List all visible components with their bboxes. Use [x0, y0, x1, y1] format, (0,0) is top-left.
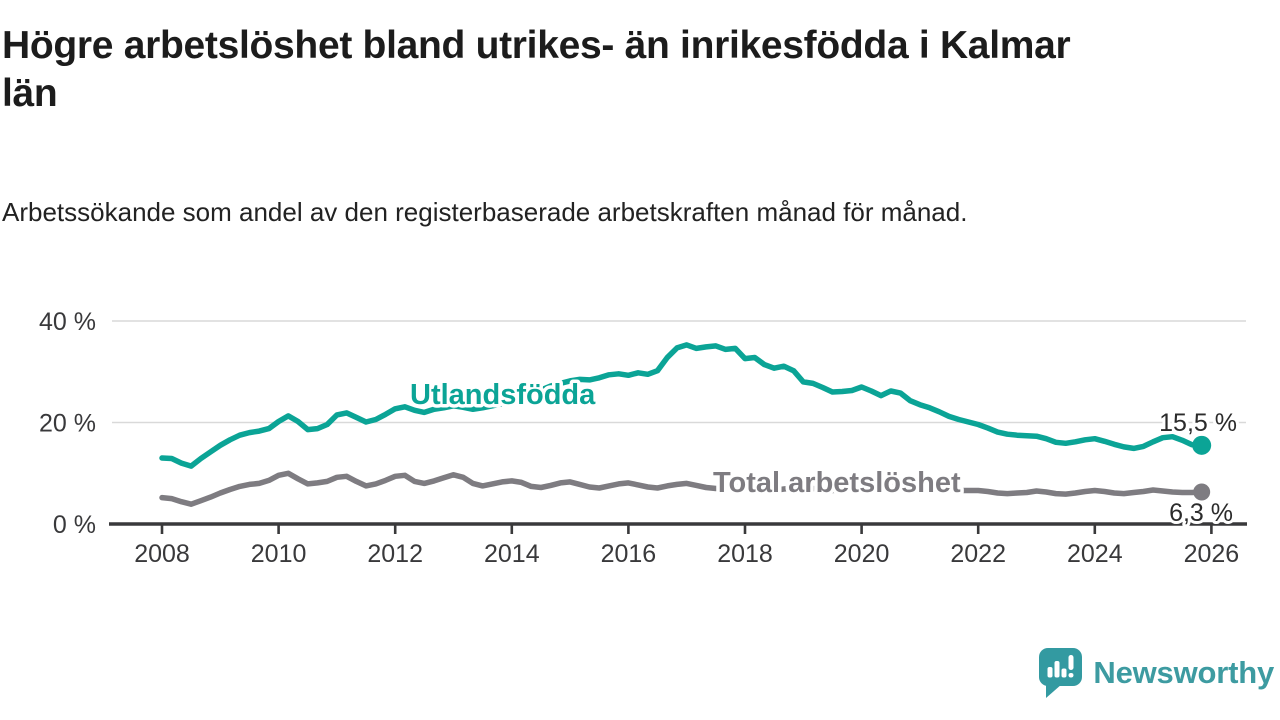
y-tick-label-20: 20 % [39, 410, 96, 438]
chart-subtitle: Arbetssökande som andel av den registerb… [2, 197, 968, 227]
x-tick-label-2008: 2008 [134, 540, 190, 568]
newsworthy-logo: Newsworthy [1038, 646, 1274, 700]
logo-bar-3 [1061, 668, 1067, 678]
logo-bubble-tail [1046, 682, 1063, 698]
logo-bubble [1039, 648, 1083, 686]
x-tick-label-2018: 2018 [717, 540, 773, 568]
x-tick-label-2020: 2020 [834, 540, 890, 568]
logo-exclamation-bar [1068, 655, 1074, 670]
chart-title: Högre arbetslöshet bland utrikes- än inr… [2, 24, 1071, 115]
logo-bar-1 [1047, 667, 1053, 678]
newsworthy-bubble-chart-icon [1039, 648, 1083, 698]
x-tick-label-2022: 2022 [950, 540, 1006, 568]
x-tick-label-2010: 2010 [251, 540, 307, 568]
x-tick-label-2012: 2012 [367, 540, 423, 568]
x-tick-label-2024: 2024 [1067, 540, 1123, 568]
y-tick-label-0: 0 % [53, 511, 96, 539]
end-value-label-utlandsfodda: 15,5 % [1159, 409, 1237, 437]
logo-exclamation-dot [1068, 673, 1074, 678]
series-line-utlandsfodda [159, 342, 1205, 469]
logo-bar-2 [1054, 661, 1060, 678]
series-line-total [159, 470, 1205, 507]
end-dot-utlandsfodda [1192, 435, 1212, 455]
series-label-total: Total arbetslöshet [713, 467, 961, 499]
y-tick-label-40: 40 % [39, 308, 96, 336]
x-tick-label-2016: 2016 [601, 540, 657, 568]
newsworthy-logo-text: Newsworthy [1093, 655, 1274, 690]
end-dot-total [1193, 483, 1211, 501]
series-label-utlandsfodda: Utlandsfödda [410, 379, 596, 411]
x-tick-label-2026: 2026 [1184, 540, 1240, 568]
x-tick-label-2014: 2014 [484, 540, 540, 568]
end-value-label-total: 6,3 % [1169, 499, 1233, 527]
